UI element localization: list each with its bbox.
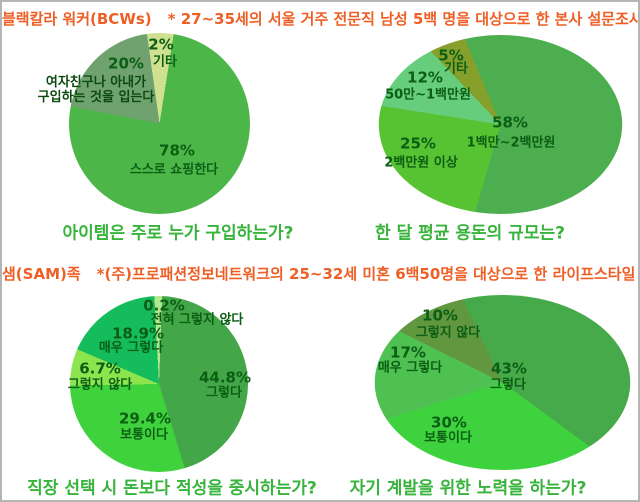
slice-pct-label: 29.4% (118, 409, 172, 428)
slice-label: 여자친구나 아내가 구입하는 것을 입는다 (37, 75, 155, 106)
slice-label-line: 구입하는 것을 입는다 (37, 90, 155, 105)
slice-label: 매우 그렇다 (98, 340, 164, 356)
slice-label-line: 여자친구나 아내가 (45, 75, 147, 91)
pie-title-aptitude-over-money: 직장 선택 시 돈보다 적성을 중시하는가? (27, 478, 317, 499)
pie-title-monthly-allowance: 한 달 평균 용돈의 규모는? (375, 223, 565, 244)
slice-pct-label: 30% (431, 413, 467, 432)
slice-label: 전혀 그렇지 않다 (150, 312, 244, 328)
survey-term: 샘(SAM)족 (2, 265, 81, 283)
survey-note: *(주)프로패션정보네트워크의 25~32세 미혼 6백50명을 대상으로 한 … (96, 265, 638, 283)
slice-label: 2백만원 이상 (384, 155, 458, 171)
survey-header-bcw: 블랙칼라 워커(BCWs) * 27~35세의 서울 거주 전문직 남성 5백 명… (2, 8, 638, 29)
slice-label: 그렇다 (206, 385, 242, 401)
slice-pct-label: 17% (390, 343, 426, 362)
survey-term: 블랙칼라 워커(BCWs) (2, 10, 152, 28)
slice-pct-label: 6.7% (79, 359, 121, 378)
slice-label: 그렇다 (490, 377, 526, 393)
slice-label: 1백만~2백만원 (466, 135, 556, 151)
slice-pct-label: 2% (148, 35, 174, 54)
pie-title-self-development: 자기 계발을 위한 노력을 하는가? (349, 478, 587, 499)
slice-label: 보통이다 (120, 427, 168, 443)
slice-pct-label: 5% (438, 46, 464, 65)
pie-chart-self-development (374, 295, 631, 470)
slice-label: 스스로 쇼핑한다 (129, 162, 219, 178)
slice-pct-label: 20% (108, 54, 144, 73)
slice-pct-label: 12% (407, 68, 443, 87)
slice-pct-label: 43% (491, 359, 527, 378)
slice-label: 기타 (444, 61, 468, 77)
slice-pct-label: 25% (400, 134, 436, 153)
slice-pct-label: 58% (492, 113, 528, 132)
survey-header-sam: 샘(SAM)족 *(주)프로패션정보네트워크의 25~32세 미혼 6백50명을 … (2, 263, 638, 284)
survey-note: * 27~35세의 서울 거주 전문직 남성 5백 명을 대상으로 한 본사 설… (167, 10, 640, 28)
slice-label: 기타 (153, 54, 177, 70)
slice-label: 그렇지 않다 (415, 325, 481, 341)
slice-label: 매우 그렇다 (377, 360, 443, 376)
slice-pct-label: 44.8% (198, 368, 252, 387)
slice-pct-label: 18.9% (111, 324, 165, 343)
pie-chart-item-buyer (69, 33, 250, 214)
slice-label: 50만~1백만원 (385, 87, 471, 103)
pie-title-item-buyer: 아이템은 주로 누가 구입하는가? (62, 223, 294, 244)
slice-label: 보통이다 (424, 430, 472, 446)
slice-pct-label: 78% (159, 141, 195, 160)
slice-label: 그렇지 않다 (67, 377, 133, 393)
pie-chart-monthly-allowance (378, 35, 623, 214)
slice-pct-label: 0.2% (143, 296, 185, 315)
slice-pct-label: 10% (422, 306, 458, 325)
pie-chart-aptitude-over-money (70, 296, 248, 472)
